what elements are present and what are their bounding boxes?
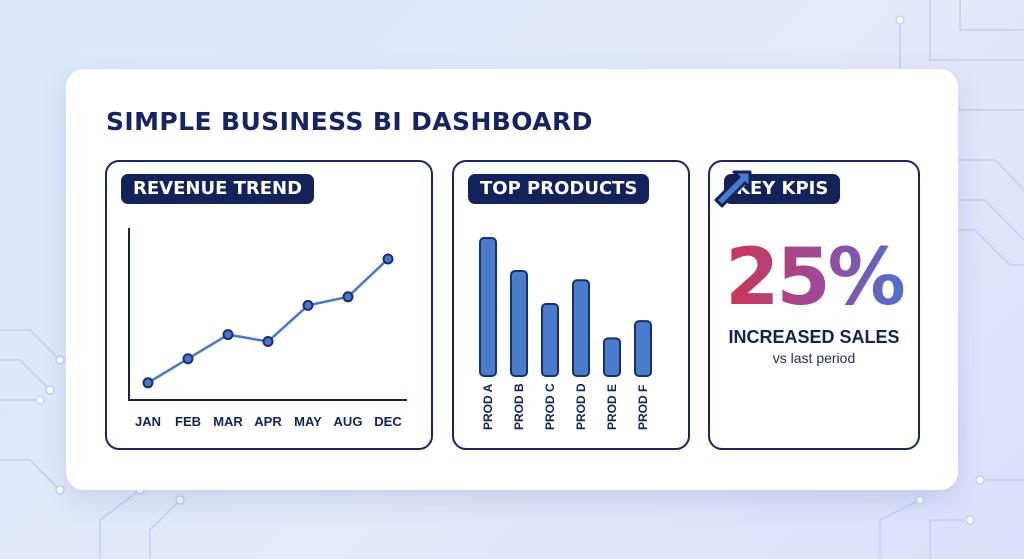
- chart-axes: [128, 228, 407, 401]
- x-tick-label: PROD B: [512, 383, 526, 430]
- kpi-sublabel: vs last period: [772, 350, 856, 366]
- dashboard-card: SIMPLE BUSINESS BI DASHBOARD JAN FEB MAR AP…: [66, 69, 958, 490]
- bar-prod-e: [603, 337, 621, 378]
- revenue-trend-panel: JAN FEB MAR APR MAY AUG DEC REVENUE TREND: [105, 160, 433, 450]
- key-kpis-panel: KEY KPIS 25% INCREASED SALES vs last per…: [708, 160, 920, 450]
- x-tick-label: PROD A: [481, 383, 495, 430]
- top-products-title: TOP PRODUCTS: [468, 174, 650, 204]
- x-tick-label: PROD C: [543, 383, 557, 430]
- bar-prod-a: [479, 237, 497, 377]
- data-point-jan: [142, 377, 154, 389]
- x-tick-label: FEB: [175, 414, 201, 429]
- revenue-trend-title: REVENUE TREND: [121, 174, 315, 204]
- arrow-up-right-icon: [714, 170, 752, 208]
- x-tick-label: DEC: [374, 414, 402, 429]
- x-tick-label: AUG: [334, 414, 363, 429]
- data-point-apr: [262, 336, 274, 348]
- x-tick-label: PROD D: [574, 383, 588, 430]
- bar-prod-d: [572, 279, 590, 377]
- x-tick-label: APR: [254, 414, 282, 429]
- data-point-dec: [382, 253, 394, 265]
- kpi-label: INCREASED SALES: [728, 327, 900, 347]
- bar-prod-c: [541, 303, 559, 377]
- top-products-bar-chart: PROD A PROD B PROD C PROD D PROD E PROD F: [479, 237, 652, 430]
- revenue-line-chart: JAN FEB MAR APR MAY AUG DEC: [128, 228, 407, 429]
- revenue-series-line: [147, 258, 389, 384]
- data-point-feb: [182, 353, 194, 365]
- dashboard-title: SIMPLE BUSINESS BI DASHBOARD: [106, 107, 593, 136]
- x-tick-label: MAY: [294, 414, 322, 429]
- data-point-mar: [222, 329, 234, 341]
- top-products-panel: PROD A PROD B PROD C PROD D PROD E PROD F TOP…: [452, 160, 690, 450]
- kpi-value: 25%: [710, 236, 918, 320]
- data-point-aug: [342, 291, 354, 303]
- data-point-may: [302, 299, 314, 311]
- x-tick-label: PROD E: [605, 384, 619, 430]
- x-tick-label: PROD F: [636, 385, 650, 430]
- x-tick-label: JAN: [135, 414, 161, 429]
- bar-prod-b: [510, 270, 528, 377]
- bar-prod-f: [634, 320, 652, 378]
- x-tick-label: MAR: [213, 414, 243, 429]
